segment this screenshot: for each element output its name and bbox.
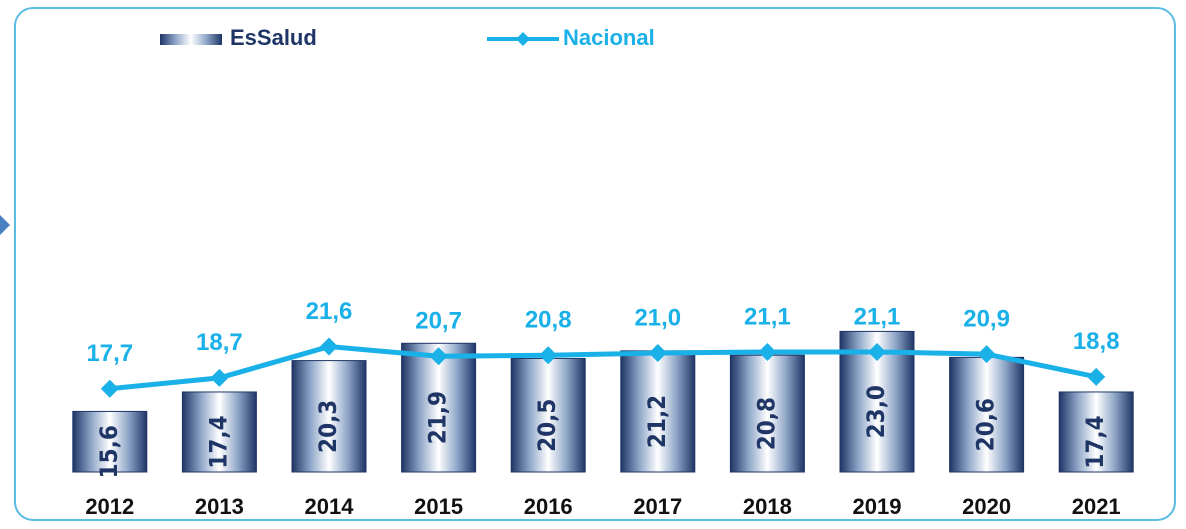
- bar-value-label: 20,3: [314, 400, 342, 453]
- x-tick-label: 2019: [853, 494, 902, 519]
- line-marker: [868, 342, 886, 361]
- bar-value-label: 20,6: [972, 398, 1000, 451]
- bar: [401, 342, 477, 473]
- x-tick-label: 2017: [633, 494, 682, 519]
- line-value-label: 20,7: [415, 308, 462, 335]
- x-tick-label: 2015: [414, 494, 463, 519]
- line-marker: [539, 346, 558, 365]
- bar: [729, 354, 805, 473]
- line-marker: [429, 347, 448, 366]
- line-marker: [210, 368, 229, 387]
- x-tick-label: 2012: [85, 494, 134, 519]
- legend-label: EsSalud: [230, 25, 317, 50]
- x-tick-label: 2014: [305, 494, 355, 519]
- line-marker: [1087, 367, 1106, 386]
- line-marker: [320, 337, 338, 356]
- bar: [620, 350, 696, 473]
- x-tick-label: 2013: [195, 494, 244, 519]
- line: [109, 344, 1097, 392]
- line-value-label: 20,8: [525, 307, 572, 334]
- line-marker: [100, 379, 119, 398]
- line-value-label: 18,8: [1073, 328, 1120, 355]
- line-value-label: 18,7: [196, 329, 243, 356]
- bar-value-label: 17,4: [1081, 415, 1109, 468]
- bar-value-label: 20,8: [752, 397, 780, 450]
- bar-value-label: 23,0: [862, 385, 890, 438]
- line-marker: [758, 342, 777, 361]
- bar: [72, 410, 148, 473]
- line-value-label: 20,9: [963, 305, 1010, 332]
- bar: [510, 357, 586, 473]
- x-tick-label: 2021: [1072, 494, 1121, 519]
- line-value-label: 21,0: [634, 304, 681, 331]
- legend-swatch: [160, 34, 222, 45]
- bar-value-label: 20,5: [533, 399, 561, 452]
- bar: [1058, 391, 1134, 473]
- line-value-label: 21,6: [306, 298, 353, 325]
- legend-label: Nacional: [563, 25, 655, 50]
- legend-marker: [516, 32, 530, 46]
- bar: [949, 356, 1025, 473]
- bar: [291, 360, 367, 473]
- bar-value-label: 17,4: [204, 415, 232, 468]
- bar: [181, 391, 257, 473]
- line-value-label: 21,1: [744, 303, 791, 330]
- bar-value-label: 21,9: [424, 391, 452, 444]
- x-tick-label: 2018: [743, 494, 792, 519]
- bar-value-label: 21,2: [643, 395, 671, 448]
- line-marker: [648, 344, 667, 363]
- x-tick-label: 2020: [962, 494, 1011, 519]
- line-marker: [977, 345, 996, 364]
- line-value-label: 17,7: [86, 340, 133, 367]
- x-tick-label: 2016: [524, 494, 573, 519]
- line-value-label: 21,1: [854, 303, 901, 330]
- bar-value-label: 15,6: [95, 425, 123, 478]
- arrow: [0, 215, 10, 235]
